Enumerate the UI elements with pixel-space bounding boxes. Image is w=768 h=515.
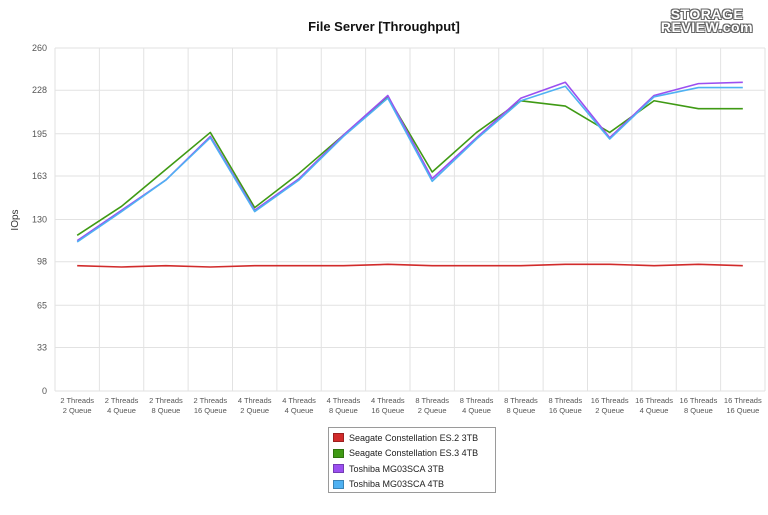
- x-tick-label: 4 Threads 4 Queue: [282, 396, 316, 415]
- y-axis-label: IOps: [10, 209, 21, 230]
- logo-line-2: REVIEW.com: [660, 19, 754, 35]
- x-tick-label: 16 Threads 4 Queue: [635, 396, 673, 415]
- x-tick-label: 8 Threads 4 Queue: [460, 396, 494, 415]
- legend-swatch: [333, 433, 344, 443]
- y-tick-label: 260: [32, 43, 47, 53]
- y-tick-label: 228: [32, 85, 47, 95]
- y-tick-label: 98: [37, 257, 47, 267]
- x-tick-label: 4 Threads 16 Queue: [371, 396, 405, 415]
- series-line-0: [77, 263, 743, 268]
- x-tick-label: 4 Threads 8 Queue: [327, 396, 361, 415]
- x-tick-label: 8 Threads 16 Queue: [548, 396, 582, 415]
- legend-item: Toshiba MG03SCA 3TB: [333, 461, 491, 477]
- x-tick-label: 4 Threads 2 Queue: [238, 396, 272, 415]
- x-tick-label: 8 Threads 2 Queue: [415, 396, 449, 415]
- grid-layer: [54, 47, 766, 392]
- legend-item: Seagate Constellation ES.2 3TB: [333, 430, 491, 446]
- x-tick-label: 2 Threads 8 Queue: [149, 396, 183, 415]
- series-line-3: [76, 85, 743, 243]
- legend-swatch: [333, 448, 344, 458]
- chart-legend: Seagate Constellation ES.2 3TB Seagate Co…: [328, 427, 496, 493]
- axis-layer: 0 33 65 98 130 163 195 228 260 2 Threads 2 Queue 2 …: [32, 43, 762, 415]
- y-tick-label: 33: [37, 342, 47, 352]
- legend-item: Seagate Constellation ES.3 4TB: [333, 446, 491, 462]
- y-tick-label: 195: [32, 129, 47, 139]
- y-tick-label: 0: [42, 386, 47, 396]
- series-layer: [76, 81, 743, 268]
- x-tick-label: 2 Threads 2 Queue: [60, 396, 94, 415]
- x-tick-label: 16 Threads 8 Queue: [680, 396, 718, 415]
- legend-item: Toshiba MG03SCA 4TB: [333, 477, 491, 493]
- legend-label: Toshiba MG03SCA 3TB: [349, 463, 445, 474]
- legend-label: Toshiba MG03SCA 4TB: [349, 479, 445, 490]
- x-tick-label: 8 Threads 8 Queue: [504, 396, 538, 415]
- y-tick-label: 65: [37, 300, 47, 310]
- y-tick-label: 130: [32, 215, 47, 225]
- chart-title: File Server [Throughput]: [308, 19, 460, 34]
- legend-swatch: [333, 479, 344, 489]
- x-tick-label: 2 Threads 4 Queue: [105, 396, 139, 415]
- legend-label: Seagate Constellation ES.3 4TB: [349, 448, 479, 459]
- legend-label: Seagate Constellation ES.2 3TB: [349, 432, 479, 443]
- logo-line-1: STORAGE: [670, 6, 744, 22]
- legend-swatch: [333, 464, 344, 474]
- storagereview-logo: STORAGE REVIEW.com: [655, 6, 759, 42]
- y-tick-label: 163: [32, 171, 47, 181]
- x-tick-label: 16 Threads 16 Queue: [724, 396, 762, 415]
- x-tick-label: 16 Threads 2 Queue: [591, 396, 629, 415]
- x-tick-label: 2 Threads 16 Queue: [193, 396, 227, 415]
